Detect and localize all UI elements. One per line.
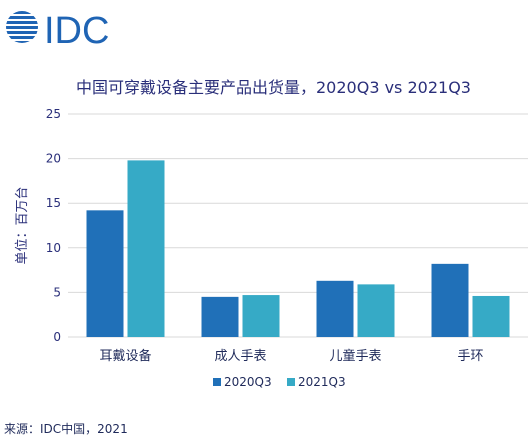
y-tick-label: 10: [46, 241, 61, 255]
bar-2021Q3-1: [127, 160, 165, 337]
x-tick-label: 耳戴设备: [99, 348, 151, 364]
y-tick-label: 0: [53, 330, 61, 344]
legend-swatch: [287, 378, 295, 386]
chart-title: 中国可穿戴设备主要产品出货量，2020Q3 vs 2021Q3: [76, 78, 471, 97]
y-tick-label: 15: [46, 196, 61, 210]
x-tick-label: 手环: [457, 349, 483, 364]
legend-label: 2021Q3: [298, 375, 346, 389]
source-note: 来源：IDC中国，2021: [4, 422, 128, 436]
y-tick-label: 20: [46, 152, 61, 166]
y-axis-label: 单位：百万台: [15, 186, 30, 264]
bar-2021Q3-3: [357, 284, 395, 337]
bar-2021Q3-2: [242, 295, 280, 337]
legend-label: 2020Q3: [224, 375, 272, 389]
bar-2020Q3-2: [201, 296, 239, 337]
y-tick-label: 25: [46, 107, 61, 121]
bar-2021Q3-4: [472, 295, 510, 337]
legend-swatch: [213, 378, 221, 386]
y-tick-label: 5: [53, 285, 61, 299]
bar-2020Q3-4: [431, 263, 469, 337]
globe-icon: [6, 11, 38, 43]
x-tick-label: 儿童手表: [329, 348, 381, 364]
idc-logo: IDC: [6, 10, 109, 49]
bar-2020Q3-1: [86, 210, 124, 337]
logo-text: IDC: [44, 10, 109, 49]
x-tick-label: 成人手表: [214, 349, 266, 364]
bar-2020Q3-3: [316, 280, 354, 337]
